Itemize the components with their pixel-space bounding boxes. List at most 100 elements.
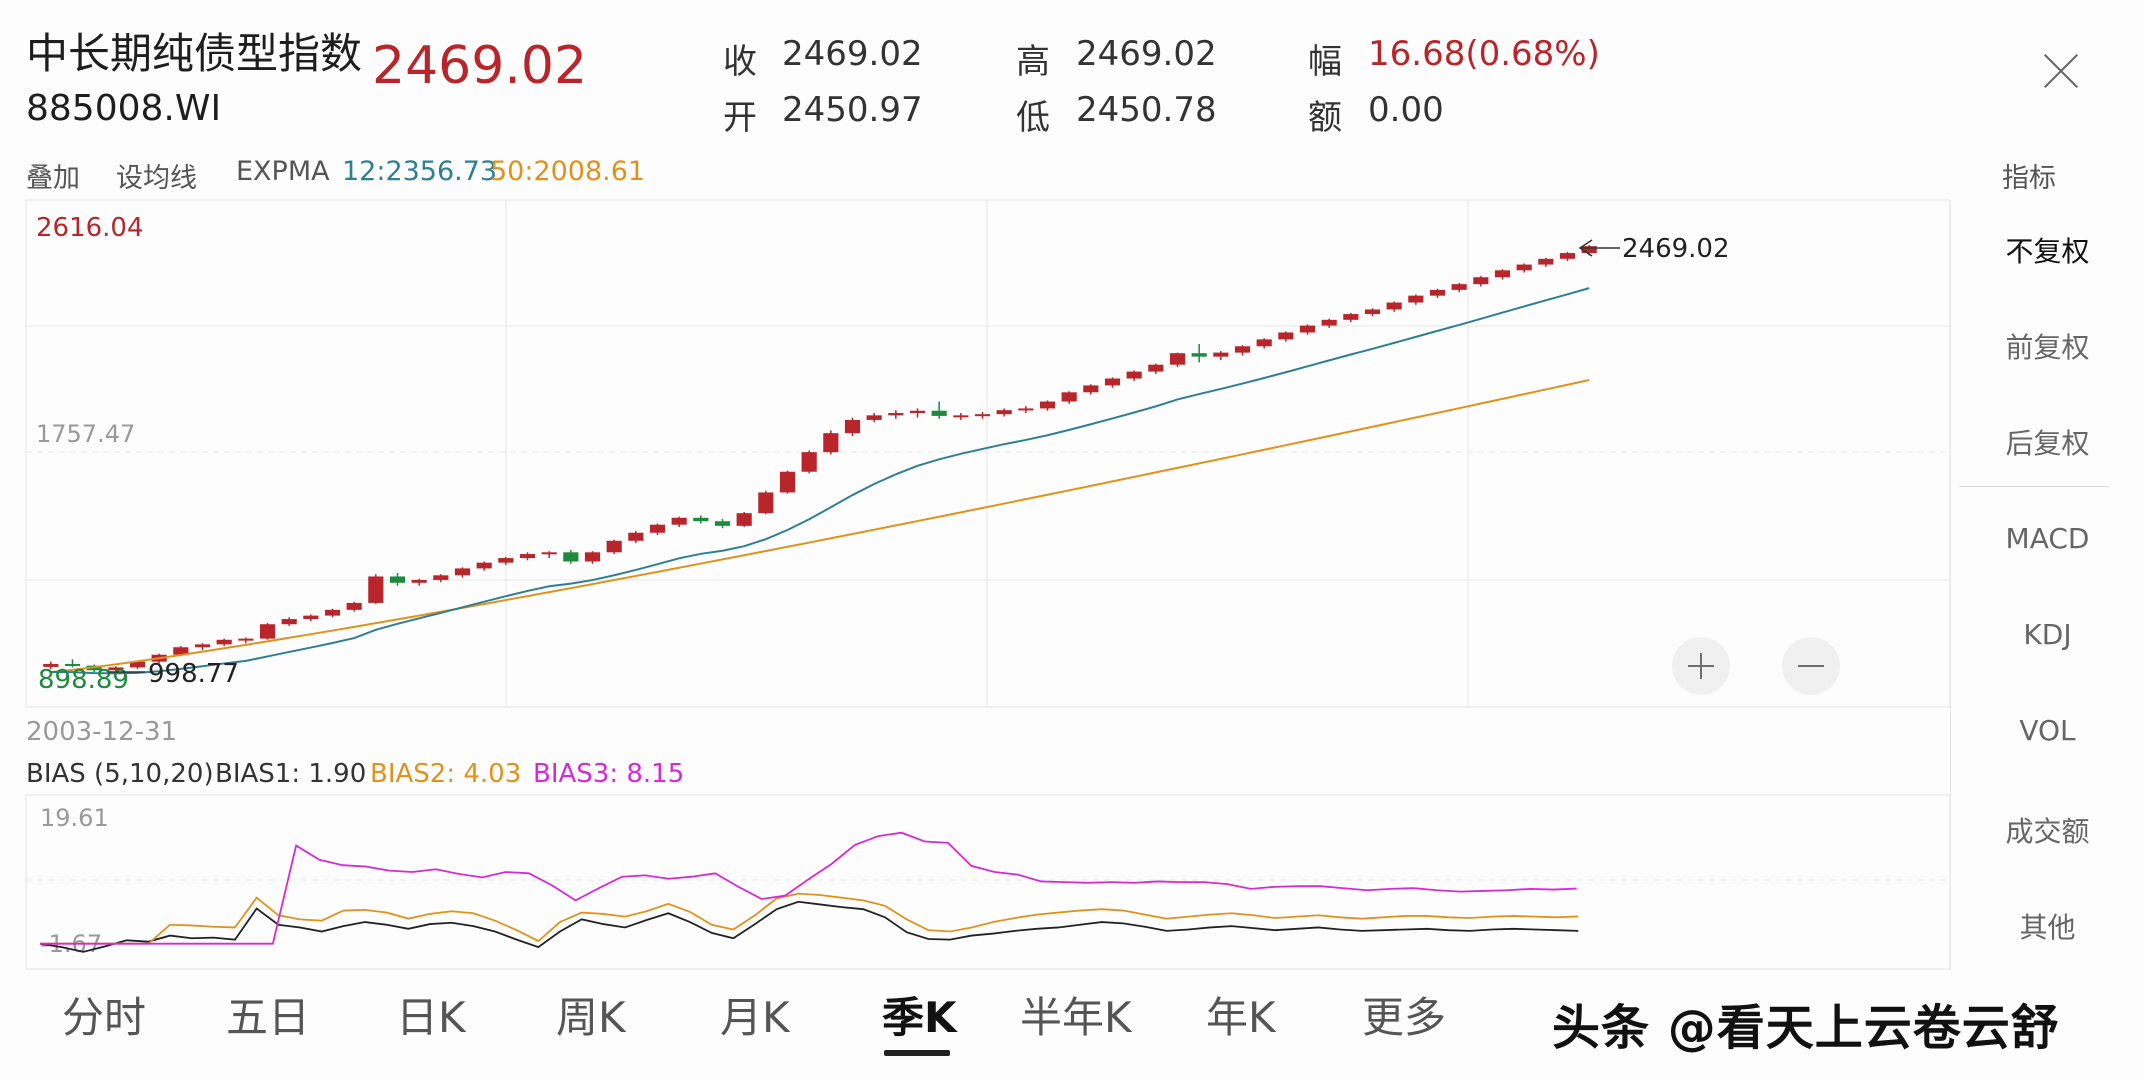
candle-body <box>1364 309 1381 315</box>
candle-body <box>1018 408 1034 411</box>
candle-body <box>1559 253 1576 259</box>
candle-body <box>866 415 882 420</box>
candle-body <box>779 471 796 493</box>
amount-value: 0.00 <box>1368 90 1444 130</box>
candle-body <box>584 552 601 562</box>
index-name: 中长期纯债型指数 <box>26 29 363 78</box>
tab-weekly-k[interactable]: 周K <box>556 993 626 1042</box>
candle-body <box>649 524 666 533</box>
candle-body <box>931 410 947 416</box>
macd-option[interactable]: MACD <box>2005 522 2090 555</box>
turnover-option[interactable]: 成交额 <box>2005 815 2090 848</box>
zoom-out-button[interactable] <box>1782 637 1840 695</box>
candle-body <box>173 647 189 655</box>
open-label: 开 <box>723 98 757 138</box>
open-value: 2450.97 <box>782 90 923 130</box>
expma-label: EXPMA <box>236 156 330 187</box>
tab-intraday[interactable]: 分时 <box>62 993 147 1042</box>
kline-chart[interactable]: 2616.04 1757.47 898.89 998.77 2469.02 20… <box>0 0 1950 980</box>
low-value: 2450.78 <box>1076 90 1217 130</box>
candle-body <box>671 517 687 525</box>
bias1-value: BIAS1: 1.90 <box>215 759 366 789</box>
tab-yearly-k[interactable]: 年K <box>1206 993 1276 1042</box>
forward-adjust-option[interactable]: 前复权 <box>2005 331 2090 364</box>
active-tab-indicator <box>884 1050 950 1056</box>
candle-body <box>1473 277 1489 285</box>
kdj-option[interactable]: KDJ <box>2023 618 2072 651</box>
high-value: 2469.02 <box>1076 34 1217 74</box>
expma50-value: 50:2008.61 <box>490 156 646 187</box>
tab-daily-k[interactable]: 日K <box>396 993 466 1042</box>
candle-body <box>454 568 471 576</box>
expma50-line <box>50 379 1590 673</box>
candle-body <box>606 540 622 553</box>
candle-body <box>1104 378 1121 386</box>
no-adjust-option[interactable]: 不复权 <box>2005 235 2090 268</box>
candle-body <box>801 452 817 472</box>
candle-body <box>1429 289 1446 296</box>
candle-body <box>1299 325 1316 333</box>
expma12-value: 12:2356.73 <box>342 156 498 187</box>
candle-body <box>1169 353 1186 365</box>
close-icon[interactable] <box>2036 46 2086 96</box>
candle-body <box>844 419 861 434</box>
ymax-label: 2616.04 <box>36 213 144 243</box>
last-price-label: 2469.02 <box>1622 234 1730 264</box>
candle-body <box>996 410 1012 415</box>
candle-body <box>714 521 731 526</box>
candle-body <box>433 575 449 580</box>
watermark: 头条 @看天上云卷云舒 <box>1552 1000 2060 1056</box>
candle-body <box>1083 385 1099 393</box>
expma12-line <box>50 287 1590 675</box>
candle-body <box>194 644 211 648</box>
candle-body <box>953 415 969 418</box>
candle-body <box>303 615 319 620</box>
candle-body <box>324 609 341 616</box>
start-date-label: 2003-12-31 <box>26 717 177 747</box>
tab-monthly-k[interactable]: 月K <box>720 993 790 1042</box>
candle-body <box>108 667 124 671</box>
tab-more[interactable]: 更多 <box>1362 993 1447 1042</box>
candle-body <box>909 410 926 414</box>
amount-label: 额 <box>1308 98 1342 138</box>
tab-five-day[interactable]: 五日 <box>226 993 311 1042</box>
tab-quarterly-k[interactable]: 季K <box>882 993 957 1042</box>
bias-chart-frame <box>25 794 1950 970</box>
backward-adjust-option[interactable]: 后复权 <box>2005 427 2090 460</box>
last-price-arrowhead <box>1578 239 1593 257</box>
candle-body <box>758 492 774 514</box>
candle-body <box>1039 401 1056 409</box>
bias3-line <box>40 831 1577 945</box>
candle-body <box>238 638 254 641</box>
candle-body <box>389 576 406 583</box>
candle-body <box>43 663 59 667</box>
candle-body <box>1278 332 1294 340</box>
candle-body <box>693 517 709 522</box>
candle-body <box>64 663 81 666</box>
bias2-line <box>40 892 1579 945</box>
minus-icon <box>1798 665 1824 667</box>
candle-body <box>974 414 991 417</box>
candle-body <box>1516 264 1532 271</box>
vol-option[interactable]: VOL <box>2019 714 2076 747</box>
candle-body <box>888 413 904 416</box>
candle-body <box>476 562 492 569</box>
zoom-in-button[interactable] <box>1672 637 1730 695</box>
overlay-button[interactable]: 叠加 <box>26 163 80 194</box>
bias1-line <box>39 900 1579 953</box>
other-option[interactable]: 其他 <box>2019 911 2076 944</box>
candle-body <box>216 639 232 645</box>
indicator-button[interactable]: 指标 <box>2002 163 2056 194</box>
candle-body <box>1234 346 1251 353</box>
candle-body <box>1191 353 1207 357</box>
candle-body <box>1494 270 1511 278</box>
candle-body <box>411 579 427 583</box>
candle-body <box>368 576 384 603</box>
candle-body <box>1213 352 1229 357</box>
tab-half-year-k[interactable]: 半年K <box>1020 993 1132 1042</box>
candle-body <box>1408 295 1424 303</box>
set-ma-button[interactable]: 设均线 <box>116 163 197 194</box>
candle-body <box>281 619 297 625</box>
candle-body <box>1126 371 1142 379</box>
index-code: 885008.WI <box>26 88 222 129</box>
